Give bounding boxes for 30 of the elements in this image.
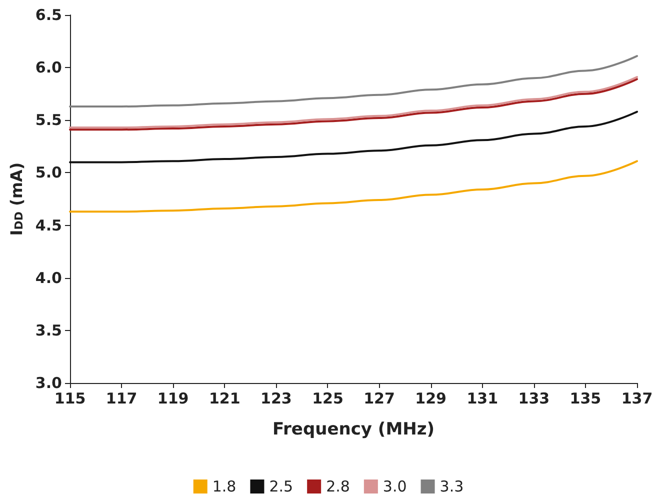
y-tick-label: 3.0 <box>35 374 62 392</box>
x-tick-label: 125 <box>312 390 344 408</box>
x-tick-label: 115 <box>54 390 86 408</box>
legend-label: 2.5 <box>269 478 294 496</box>
x-tick-label: 121 <box>208 390 240 408</box>
x-tick-label: 119 <box>157 390 189 408</box>
y-tick-label: 5.5 <box>35 111 62 130</box>
legend-label: 2.8 <box>326 478 350 496</box>
line-series <box>69 160 638 213</box>
x-tick-label: 133 <box>518 390 550 408</box>
x-tick-label: 129 <box>415 390 446 408</box>
y-tick-label: 3.5 <box>35 321 62 340</box>
y-axis-title: IDD (mA) <box>7 162 26 236</box>
y-tick-label: 5.0 <box>35 164 62 182</box>
y-tick-label: 4.5 <box>35 216 62 234</box>
x-axis-title: Frequency (MHz) <box>272 420 434 440</box>
legend-label: 1.8 <box>212 478 236 496</box>
x-tick-label: 137 <box>621 390 653 408</box>
x-tick-label: 135 <box>570 390 602 408</box>
x-tick-label: 127 <box>364 390 395 408</box>
line-series <box>69 110 638 164</box>
legend-label: 3.3 <box>440 478 464 496</box>
line-series <box>69 55 638 108</box>
legend-label: 3.0 <box>382 478 407 496</box>
y-tick-label: 6.0 <box>35 58 62 77</box>
x-tick-label: 123 <box>260 390 292 408</box>
x-tick-label: 117 <box>106 390 138 408</box>
x-tick-label: 131 <box>466 390 498 408</box>
y-tick-label: 4.0 <box>35 268 62 287</box>
y-tick-label: 6.5 <box>35 6 62 24</box>
